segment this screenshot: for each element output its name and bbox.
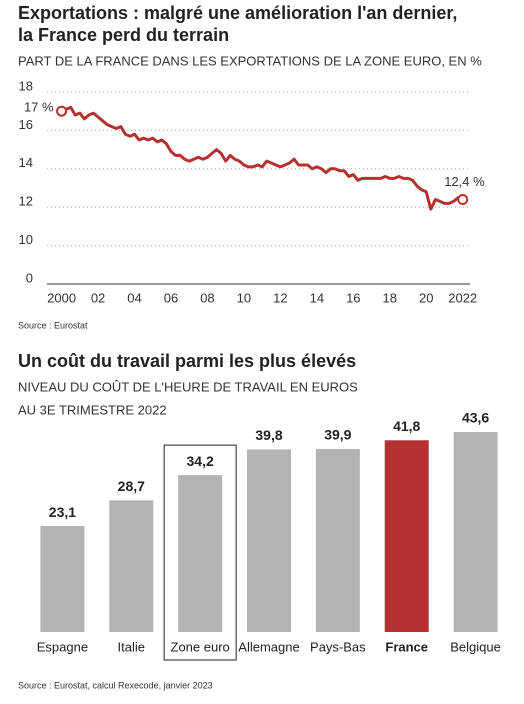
value-label: 43,6 <box>462 410 489 426</box>
value-label: 12,4 % <box>444 174 485 189</box>
point-marker <box>56 105 68 117</box>
chart-subtitle: AU 3E TRIMESTRE 2022 <box>18 402 167 417</box>
x-tick-label: 14 <box>310 290 324 305</box>
x-tick-label: 2000 <box>47 290 76 305</box>
x-tick-label: 12 <box>273 290 287 305</box>
value-label: 23,1 <box>49 504 76 520</box>
category-label: Zone euro <box>171 639 230 654</box>
x-tick-label: 04 <box>127 290 141 305</box>
point-marker <box>457 194 469 206</box>
bar <box>178 475 223 632</box>
bar <box>40 526 85 632</box>
source: Source : Eurostat, calcul Rexecode, janv… <box>18 680 213 690</box>
bar <box>247 449 291 632</box>
value-label: 28,7 <box>118 478 145 494</box>
data-line <box>61 105 464 211</box>
x-tick-label: 06 <box>164 290 178 305</box>
category-label: Pays-Bas <box>310 639 366 654</box>
x-tick-label: 18 <box>383 290 397 305</box>
chart-title: Un coût du travail parmi les plus élevés <box>18 351 356 371</box>
y-tick-label: 0 <box>26 270 33 285</box>
category-label: Italie <box>118 639 145 654</box>
y-tick-label: 10 <box>19 232 33 247</box>
bar <box>453 432 498 632</box>
chart-title: Exportations : malgré une amélioration l… <box>18 3 457 23</box>
category-label: Allemagne <box>238 639 299 654</box>
source: Source : Eurostat <box>18 320 88 330</box>
chart-title: la France perd du terrain <box>18 25 229 45</box>
chart-subtitle: NIVEAU DU COÛT DE L'HEURE DE TRAVAIL EN … <box>18 379 358 394</box>
x-tick-label: 08 <box>200 290 214 305</box>
value-label: 39,8 <box>255 427 282 443</box>
x-tick-label: 2022 <box>448 290 477 305</box>
chart-subtitle: PART DE LA FRANCE DANS LES EXPORTATIONS … <box>18 53 482 68</box>
value-label: 39,9 <box>324 427 351 443</box>
bar <box>384 440 429 632</box>
category-box <box>163 444 237 661</box>
category-label: France <box>385 639 428 654</box>
category-label: Espagne <box>37 639 88 654</box>
y-tick-label: 18 <box>19 78 33 93</box>
x-tick-label: 02 <box>91 290 105 305</box>
bar <box>315 448 360 632</box>
y-tick-label: 16 <box>19 117 33 132</box>
y-tick-label: 14 <box>19 155 33 170</box>
value-label: 41,8 <box>393 418 420 434</box>
x-tick-label: 10 <box>237 290 251 305</box>
y-tick-label: 12 <box>19 194 33 209</box>
category-label: Belgique <box>450 639 501 654</box>
x-tick-label: 20 <box>419 290 433 305</box>
x-tick-label: 16 <box>346 290 360 305</box>
bar <box>109 500 154 632</box>
value-label: 17 % <box>24 100 54 115</box>
value-label: 34,2 <box>187 453 214 469</box>
